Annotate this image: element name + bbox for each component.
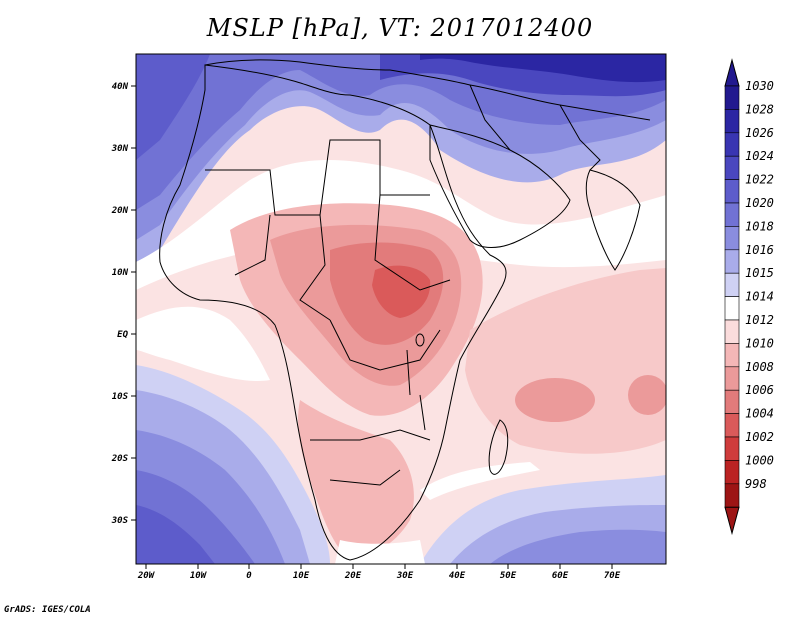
- colorbar-label: 1006: [745, 383, 774, 397]
- x-tick-label: 0: [246, 571, 252, 581]
- colorbar-label: 1016: [745, 243, 774, 257]
- plot-frame: [135, 53, 667, 565]
- x-tick-label: 20W: [137, 571, 156, 581]
- colorbar-label: 1028: [745, 102, 774, 116]
- colorbar-label: 1024: [745, 149, 774, 163]
- colorbar-swatch: [724, 85, 740, 110]
- colorbar-label: 1008: [745, 360, 774, 374]
- colorbar-swatch: [724, 436, 740, 461]
- colorbar-top-arrow: [724, 58, 740, 87]
- y-tick-label: EQ: [117, 330, 128, 340]
- colorbar-swatch: [724, 343, 740, 368]
- y-tick-label: 30S: [111, 516, 129, 526]
- x-tick-label: 20E: [344, 571, 362, 581]
- colorbar-swatch: [724, 296, 740, 321]
- x-tick-label: 60E: [552, 571, 569, 581]
- colorbar-swatch: [724, 132, 740, 157]
- x-tick-label: 10W: [190, 571, 208, 581]
- colorbar-label: 1015: [745, 266, 774, 280]
- colorbar-label: 1030: [745, 79, 774, 93]
- x-tick-label: 10E: [293, 571, 310, 581]
- footer-credit: GrADS: IGES/COLA: [4, 605, 91, 615]
- y-axis: 40N 30N 20N 10N EQ 10S 20S 30S: [111, 82, 136, 526]
- y-tick-label: 10S: [112, 392, 129, 402]
- colorbar-swatch: [724, 319, 740, 344]
- colorbar-swatch: [724, 483, 740, 508]
- colorbar-swatch: [724, 460, 740, 485]
- x-axis: 20W 10W 0 10E 20E 30E 40E 50E 60E 70E: [137, 564, 621, 581]
- map-title: MSLP [hPa], VT: 2017012400: [206, 14, 594, 42]
- colorbar-swatch: [724, 155, 740, 180]
- x-tick-label: 70E: [604, 571, 621, 581]
- colorbar-swatch: [724, 366, 740, 391]
- colorbar-label: 1018: [745, 219, 774, 233]
- colorbar-label: 1014: [745, 290, 774, 304]
- colorbar: 1030 1028 1026 1024 1022 1020 1018 1016 1015 1014…: [724, 58, 774, 536]
- mslp-field: [136, 54, 666, 564]
- colorbar-label: 1002: [745, 430, 774, 444]
- colorbar-label: 998: [745, 477, 767, 491]
- x-tick-label: 30E: [396, 571, 414, 581]
- y-tick-label: 30N: [111, 144, 129, 154]
- colorbar-label: 1012: [745, 313, 774, 327]
- colorbar-label: 1020: [745, 196, 774, 210]
- colorbar-label: 1010: [745, 336, 774, 350]
- y-tick-label: 20N: [111, 206, 129, 216]
- x-tick-label: 50E: [500, 571, 517, 581]
- colorbar-bottom-arrow: [724, 506, 740, 536]
- colorbar-label: 1000: [745, 453, 774, 467]
- colorbar-swatch: [724, 179, 740, 204]
- x-tick-label: 40E: [449, 571, 466, 581]
- y-tick-label: 40N: [112, 82, 129, 92]
- colorbar-label: 1004: [745, 407, 774, 421]
- y-tick-label: 20S: [111, 454, 129, 464]
- colorbar-swatch: [724, 202, 740, 227]
- colorbar-swatch: [724, 413, 740, 438]
- colorbar-swatch: [724, 272, 740, 297]
- colorbar-swatch: [724, 249, 740, 274]
- colorbar-swatch: [724, 109, 740, 134]
- colorbar-swatch: [724, 226, 740, 251]
- colorbar-label: 1022: [745, 173, 774, 187]
- colorbar-swatch: [724, 389, 740, 414]
- colorbar-label: 1026: [745, 126, 774, 140]
- y-tick-label: 10N: [112, 268, 129, 278]
